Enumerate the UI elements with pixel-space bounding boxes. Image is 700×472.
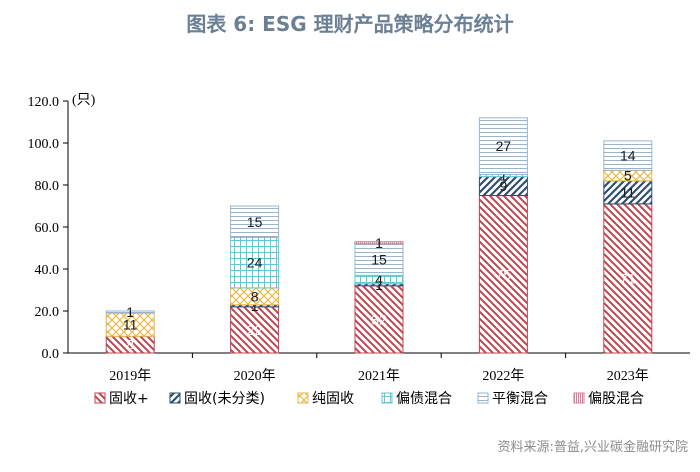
bar-segment [105,310,155,314]
y-tick-label: 120.0 [28,95,60,110]
legend-label: 平衡混合 [492,391,548,407]
x-tick-label: 2020年 [234,368,276,384]
data-label: 11 [621,184,636,200]
data-label: 1 [126,304,134,320]
bar-segment [478,195,528,354]
legend-label: 纯固收 [312,391,354,407]
data-label: 9 [500,178,508,194]
bar-segment [230,237,280,289]
data-label: 1 [375,277,383,293]
y-axis-unit: (只) [72,93,96,108]
bar-segment [478,117,528,176]
data-label: 5 [624,168,632,184]
data-label: 14 [620,148,636,164]
data-label: 32 [371,311,387,327]
data-label: 1 [251,298,259,314]
legend-swatch [169,392,181,404]
legend-label: 偏债混合 [396,391,452,407]
data-label: 11 [123,317,138,333]
data-label: 1 [500,168,508,184]
x-tick-label: 2021年 [358,368,400,384]
y-tick-label: 40.0 [35,263,60,278]
legend: 固收+ 固收(未分类) 纯固收 偏债混合 平衡混合 偏股混合 [94,391,644,407]
y-ticks: 0.0 20.0 40.0 60.0 80.0 100.0 120.0 [28,95,68,362]
x-tick-label: 2022年 [482,368,524,384]
data-label: 75 [496,266,512,282]
y-tick-label: 20.0 [35,305,60,320]
legend-swatch [94,392,106,404]
bar-segment [230,205,280,238]
y-tick-label: 100.0 [28,137,60,152]
data-label: 24 [247,255,263,271]
data-label: 1 [375,235,383,251]
bar-segment [354,285,404,354]
data-label: 27 [496,138,512,154]
x-tick-label: 2019年 [109,368,151,384]
y-tick-label: 0.0 [42,347,60,362]
data-label: 22 [247,322,263,338]
legend-label: 固收+ [109,391,149,407]
chart-title: 图表 6: ESG 理财产品策略分布统计 [186,12,513,36]
bar-segment [354,241,404,245]
data-label: 71 [620,270,636,286]
bar-segment [603,140,653,171]
legend-label: 偏股混合 [588,391,644,407]
legend-swatch [477,392,489,404]
data-label: 15 [371,252,387,268]
data-label: 8 [126,337,134,353]
bar-segment [354,243,404,276]
x-tick-label: 2023年 [607,368,649,384]
source-note: 资料来源:普益,兴业碳金融研究院 [497,439,688,455]
legend-swatch [573,392,585,404]
y-tick-label: 60.0 [35,221,60,236]
y-tick-label: 80.0 [35,179,60,194]
data-label: 15 [247,214,263,230]
data-label: 4 [375,272,383,288]
x-ticks: 2019年 2020年 2021年 2022年 2023年 [109,353,649,384]
data-label: 8 [251,288,259,304]
legend-label: 固收(未分类) [184,391,265,407]
legend-swatch [297,392,309,404]
legend-swatch [381,392,393,404]
